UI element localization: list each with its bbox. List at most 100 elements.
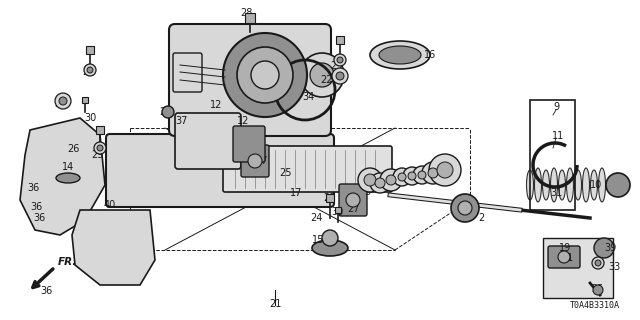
Ellipse shape	[543, 170, 550, 200]
Circle shape	[94, 142, 106, 154]
Circle shape	[451, 194, 479, 222]
Bar	[335, 207, 341, 213]
Text: 20: 20	[559, 253, 571, 263]
Text: FR.: FR.	[58, 257, 77, 267]
Text: 35: 35	[591, 284, 603, 294]
Text: 38: 38	[233, 143, 245, 153]
Circle shape	[310, 63, 334, 87]
FancyBboxPatch shape	[175, 113, 241, 169]
Circle shape	[595, 260, 601, 266]
Ellipse shape	[527, 170, 534, 200]
Text: 12: 12	[210, 100, 222, 110]
Text: 18: 18	[454, 210, 466, 220]
Text: 9: 9	[553, 102, 559, 112]
Text: 36: 36	[27, 183, 39, 193]
Ellipse shape	[56, 173, 80, 183]
Text: 32: 32	[54, 99, 66, 109]
Text: 22: 22	[320, 75, 332, 85]
Circle shape	[422, 162, 444, 184]
Ellipse shape	[591, 170, 598, 200]
Text: 30: 30	[331, 207, 343, 217]
Bar	[82, 97, 88, 103]
Text: 3: 3	[382, 180, 388, 190]
Ellipse shape	[312, 240, 348, 256]
FancyBboxPatch shape	[241, 145, 269, 177]
FancyBboxPatch shape	[548, 246, 580, 268]
Circle shape	[87, 67, 93, 73]
Text: 28: 28	[240, 8, 252, 18]
Circle shape	[251, 61, 279, 89]
Circle shape	[593, 285, 603, 295]
Circle shape	[413, 166, 431, 184]
Text: 26: 26	[67, 144, 79, 154]
Circle shape	[300, 53, 344, 97]
Text: 5: 5	[364, 187, 370, 197]
Text: 10: 10	[590, 180, 602, 190]
Circle shape	[458, 201, 472, 215]
Circle shape	[223, 33, 307, 117]
FancyBboxPatch shape	[233, 126, 265, 162]
Circle shape	[370, 173, 390, 193]
Circle shape	[592, 257, 604, 269]
Circle shape	[346, 193, 360, 207]
Text: 30: 30	[84, 113, 96, 123]
Bar	[245, 13, 255, 23]
Text: 19: 19	[559, 243, 571, 253]
Text: 27: 27	[347, 204, 359, 214]
Text: 7: 7	[405, 173, 411, 183]
Text: 34: 34	[302, 92, 314, 102]
Text: 2: 2	[478, 213, 484, 223]
Circle shape	[403, 167, 421, 185]
Ellipse shape	[582, 168, 589, 202]
Text: 37: 37	[175, 116, 187, 126]
Text: 6: 6	[375, 180, 381, 190]
Circle shape	[336, 72, 344, 80]
Circle shape	[364, 174, 376, 186]
Circle shape	[375, 178, 385, 188]
Text: 23: 23	[159, 107, 171, 117]
Text: 27: 27	[255, 156, 268, 166]
Text: 15: 15	[312, 235, 324, 245]
Text: 14: 14	[62, 162, 74, 172]
Ellipse shape	[559, 170, 566, 200]
Text: 36: 36	[30, 202, 42, 212]
Text: 31: 31	[550, 188, 562, 198]
Text: 32: 32	[328, 74, 340, 84]
Circle shape	[337, 57, 343, 63]
Bar	[86, 46, 94, 54]
Circle shape	[59, 97, 67, 105]
Bar	[530, 100, 575, 210]
Text: 29: 29	[91, 150, 103, 160]
Text: 12: 12	[237, 116, 249, 126]
Ellipse shape	[575, 170, 582, 200]
Text: 33: 33	[608, 262, 620, 272]
Circle shape	[398, 173, 406, 181]
Text: 29: 29	[330, 61, 342, 71]
Ellipse shape	[534, 168, 541, 202]
Text: 21: 21	[269, 299, 281, 309]
Circle shape	[55, 93, 71, 109]
Bar	[336, 36, 344, 44]
Text: 36: 36	[40, 286, 52, 296]
Polygon shape	[72, 210, 155, 285]
Circle shape	[437, 162, 453, 178]
Text: 39: 39	[604, 243, 616, 253]
Text: 29: 29	[82, 67, 94, 77]
Text: 7: 7	[397, 173, 403, 183]
Circle shape	[428, 168, 438, 178]
FancyBboxPatch shape	[106, 134, 334, 207]
Circle shape	[594, 238, 614, 258]
Circle shape	[386, 175, 396, 185]
Circle shape	[418, 171, 426, 179]
Text: 24: 24	[310, 213, 322, 223]
Ellipse shape	[550, 168, 557, 202]
Text: 8: 8	[390, 176, 396, 186]
Text: 17: 17	[290, 188, 302, 198]
FancyBboxPatch shape	[169, 24, 331, 136]
Circle shape	[408, 172, 416, 180]
Circle shape	[429, 154, 461, 186]
Ellipse shape	[379, 46, 421, 64]
Ellipse shape	[598, 168, 605, 202]
Circle shape	[606, 173, 630, 197]
Text: 13: 13	[426, 165, 438, 175]
